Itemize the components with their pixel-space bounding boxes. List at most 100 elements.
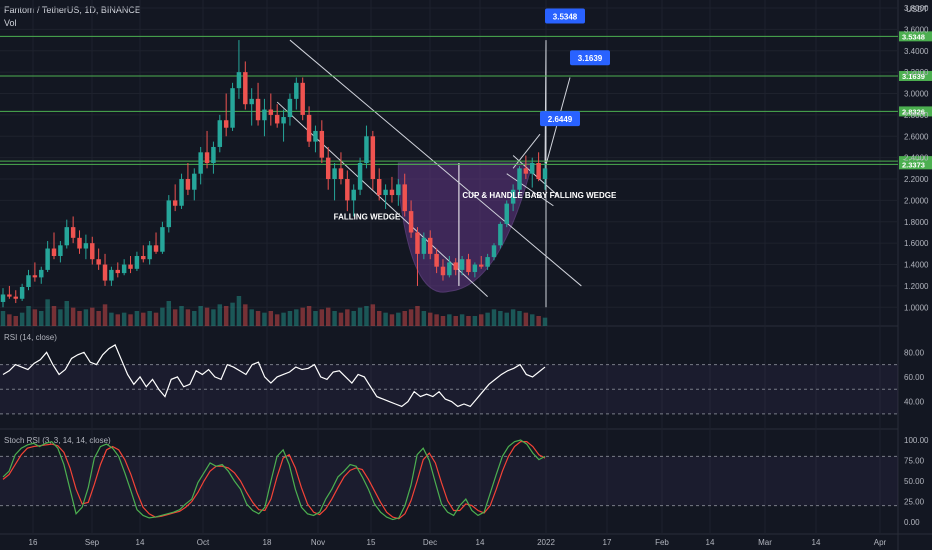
y-tick-label: 1.0000	[904, 303, 929, 312]
volume-bar	[325, 307, 331, 326]
volume-bar	[102, 304, 108, 326]
candle-body	[510, 189, 516, 204]
candle-body	[459, 259, 465, 270]
x-tick-label: Mar	[758, 538, 772, 547]
volume-bar	[306, 306, 312, 326]
y-tick-label: 3.8000	[904, 4, 929, 13]
price-callout-label: 2.6449	[548, 115, 573, 124]
candle-body	[396, 184, 401, 196]
volume-bar	[83, 309, 89, 326]
candle-body	[281, 117, 286, 124]
price-callout	[540, 111, 580, 127]
candle-body	[300, 82, 305, 115]
candle-body	[7, 294, 12, 297]
x-tick-label: 14	[812, 538, 821, 547]
volume-bar	[376, 311, 382, 326]
stoch-band	[0, 456, 898, 506]
candle-body	[472, 264, 478, 273]
wedge-lower-line	[276, 101, 488, 297]
price-callout-label: 3.5348	[553, 13, 578, 22]
volume-bar	[51, 306, 57, 326]
volume-bar	[192, 311, 197, 326]
volume-bar	[504, 312, 509, 326]
candle-body	[115, 269, 121, 274]
volume-bar	[523, 312, 529, 326]
candle-body	[479, 264, 484, 267]
price-tag	[899, 31, 932, 42]
stoch-k-line	[2, 439, 546, 521]
x-tick-label: Sep	[85, 538, 100, 547]
rsi-pane: RSI (14, close)	[0, 333, 898, 415]
candle-body	[294, 82, 299, 99]
candle-body	[427, 237, 433, 254]
candle-body	[504, 203, 509, 224]
volume-bar	[204, 307, 210, 326]
stoch-tick-label: 25.00	[904, 498, 925, 507]
candle-body	[64, 227, 69, 246]
candle-body	[351, 189, 356, 201]
volume-bar	[64, 301, 69, 326]
candle-body	[536, 163, 541, 180]
volume-bar	[121, 312, 127, 326]
candle-body	[274, 114, 280, 124]
stoch-label: Stoch RSI (3, 3, 14, 14, close)	[4, 436, 111, 445]
volume-bar	[370, 304, 376, 326]
volume-bar	[211, 309, 216, 326]
volume-label: Vol	[4, 18, 17, 28]
candle-body	[236, 72, 242, 89]
volume-bar	[427, 312, 433, 326]
volume-bar	[172, 309, 178, 326]
x-tick-label: Dec	[423, 538, 437, 547]
candle-body	[39, 269, 44, 278]
candle-body	[141, 256, 146, 260]
volume-bars	[0, 296, 548, 326]
volume-bar	[96, 311, 101, 326]
volume-bar	[134, 311, 140, 326]
candle-body	[198, 152, 203, 174]
candle-body	[0, 294, 6, 302]
stoch-tick-label: 50.00	[904, 477, 925, 486]
price-tag	[899, 106, 932, 117]
candle-body	[370, 136, 376, 180]
price-callout-label: 3.1639	[578, 54, 603, 63]
volume-bar	[351, 311, 356, 326]
candlesticks	[0, 40, 548, 308]
volume-bar	[498, 311, 503, 326]
candle-body	[268, 109, 274, 115]
volume-bar	[13, 316, 18, 326]
stoch-d-line	[2, 441, 546, 520]
candle-body	[121, 264, 127, 274]
volume-bar	[300, 307, 305, 326]
candle-body	[517, 168, 522, 190]
candle-body	[230, 88, 235, 128]
candle-body	[83, 243, 89, 249]
y-tick-label: 1.6000	[904, 239, 929, 248]
candle-body	[223, 120, 229, 128]
candle-body	[58, 245, 63, 256]
volume-bar	[510, 309, 516, 326]
volume-bar	[313, 311, 318, 326]
y-tick-label: 2.0000	[904, 196, 929, 205]
volume-bar	[70, 307, 76, 326]
candle-body	[421, 237, 427, 254]
x-tick-label: Nov	[311, 538, 325, 547]
candle-body	[402, 184, 407, 212]
volume-bar	[45, 299, 50, 326]
volume-bar	[447, 314, 452, 326]
candle-body	[523, 168, 529, 174]
price-tag	[899, 70, 932, 81]
stoch-tick-label: 75.00	[904, 457, 925, 466]
volume-bar	[319, 309, 325, 326]
candle-body	[325, 157, 331, 180]
volume-bar	[26, 306, 31, 326]
x-tick-label: 14	[476, 538, 485, 547]
volume-bar	[166, 301, 172, 326]
rsi-label: RSI (14, close)	[4, 333, 57, 342]
candle-body	[357, 163, 363, 190]
volume-bar	[262, 312, 267, 326]
volume-bar	[389, 314, 395, 326]
candle-body	[166, 200, 172, 228]
